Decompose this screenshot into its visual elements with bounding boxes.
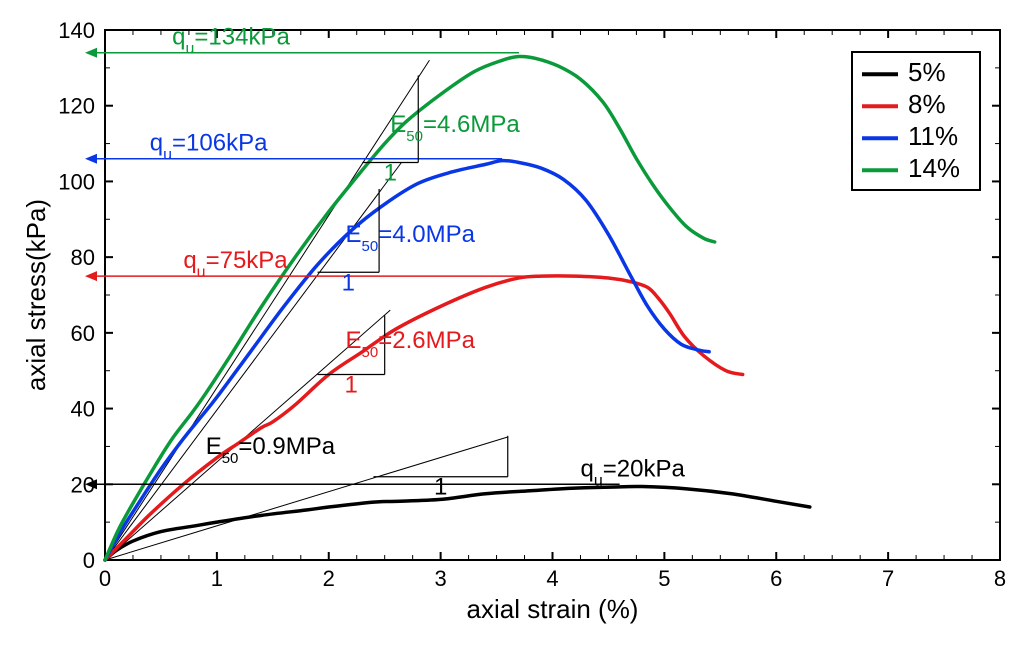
slope-one-label: 1 xyxy=(342,269,355,296)
e50-label: E50=4.0MPa xyxy=(346,221,476,255)
qu-arrowhead xyxy=(85,271,97,281)
y-axis-label: axial stress(kPa) xyxy=(21,199,51,391)
series-line xyxy=(105,486,810,560)
y-tick-label: 80 xyxy=(71,245,95,270)
y-tick-label: 140 xyxy=(58,18,95,43)
legend-label: 14% xyxy=(908,153,960,183)
qu-arrowhead xyxy=(85,48,97,58)
slope-one-label: 1 xyxy=(344,372,357,399)
y-tick-label: 0 xyxy=(83,548,95,573)
slope-one-label: 1 xyxy=(384,160,397,187)
x-tick-label: 0 xyxy=(99,566,111,591)
x-tick-label: 2 xyxy=(323,566,335,591)
x-tick-label: 4 xyxy=(546,566,558,591)
y-tick-label: 100 xyxy=(58,169,95,194)
x-axis-label: axial strain (%) xyxy=(467,594,639,624)
x-tick-label: 6 xyxy=(770,566,782,591)
x-tick-label: 8 xyxy=(994,566,1006,591)
slope-one-label: 1 xyxy=(434,474,447,501)
chart-container: 012345678020406080100120140axial strain … xyxy=(0,0,1028,645)
y-tick-label: 120 xyxy=(58,94,95,119)
x-tick-label: 3 xyxy=(435,566,447,591)
e50-label: E50=0.9MPa xyxy=(206,433,336,467)
qu-arrowhead xyxy=(85,154,97,164)
legend-label: 8% xyxy=(908,89,946,119)
legend-label: 11% xyxy=(908,121,958,151)
y-tick-label: 60 xyxy=(71,321,95,346)
x-tick-label: 1 xyxy=(211,566,223,591)
qu-label: qu=20kPa xyxy=(580,455,685,489)
x-tick-label: 7 xyxy=(882,566,894,591)
y-tick-label: 40 xyxy=(71,397,95,422)
x-tick-label: 5 xyxy=(658,566,670,591)
legend-label: 5% xyxy=(908,57,946,87)
chart-svg: 012345678020406080100120140axial strain … xyxy=(0,0,1028,645)
